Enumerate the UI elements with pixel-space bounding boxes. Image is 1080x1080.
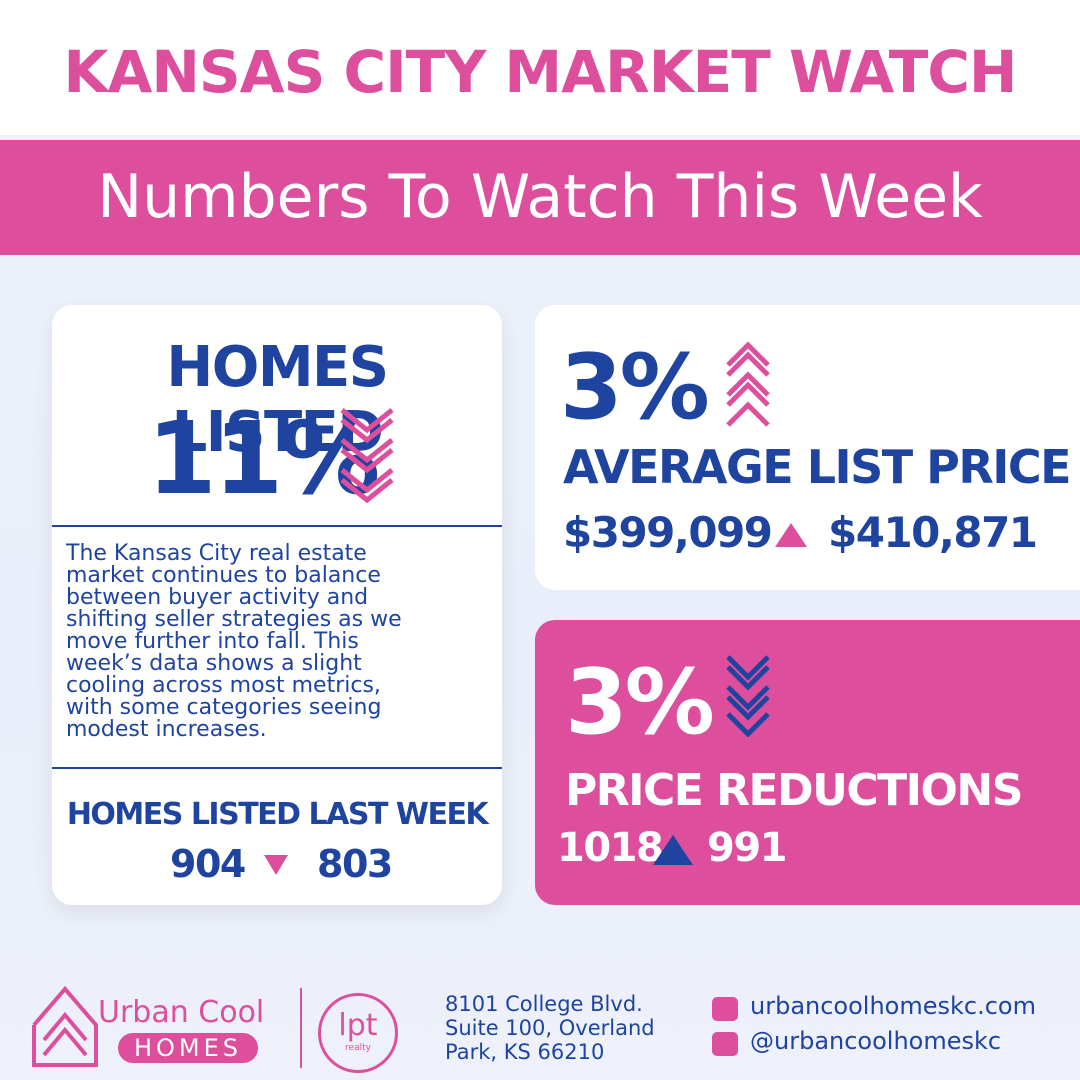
last-week-label: HOMES LISTED LAST WEEK <box>66 797 489 832</box>
subtitle: Numbers To Watch This Week <box>97 162 983 232</box>
label: AVERAGE LIST PRICE <box>563 440 1072 494</box>
title-band <box>0 0 1080 135</box>
current: 803 <box>317 842 393 886</box>
text-line: move further into fall. This <box>66 629 359 654</box>
text-line: modest increases. <box>66 717 267 742</box>
website: urbancoolhomeskc.com <box>750 992 1036 1020</box>
previous: 1018 <box>557 825 664 871</box>
paragraph: The Kansas City real estate market contin… <box>66 543 402 741</box>
address: 8101 College Blvd. Suite 100, Overland Par… <box>445 992 655 1064</box>
partner-logo: lpt realty <box>318 993 398 1073</box>
homes-listed-card: HOMES LISTED 11% The Kansas City real es… <box>52 305 502 905</box>
change: 3% <box>560 335 710 440</box>
brand-logo <box>32 985 98 1067</box>
divider <box>52 525 502 527</box>
brand-name: Urban Cool <box>98 995 265 1030</box>
web-icon <box>712 997 738 1021</box>
text-line: Park, KS 66210 <box>445 1040 605 1064</box>
social: @urbancoolhomeskc <box>750 1027 1002 1055</box>
up-chevrons <box>726 341 770 427</box>
text-line: shifting seller strategies as we <box>66 607 402 632</box>
text-line: between buyer activity and <box>66 585 369 610</box>
price-reductions-card: 3% PRICE REDUCTIONS 1018 991 <box>535 620 1080 905</box>
text-line: cooling across most metrics, <box>66 673 381 698</box>
down-chevrons <box>726 655 770 737</box>
down-triangle <box>264 855 288 875</box>
partner-sub: realty <box>345 1043 371 1053</box>
previous: 904 <box>170 842 246 886</box>
text-line: market continues to balance <box>66 563 381 588</box>
change: 3% <box>565 650 715 755</box>
title: KANSAS CITY MARKET WATCH <box>63 38 1018 106</box>
current: 991 <box>707 825 788 871</box>
change: 11% <box>147 400 380 517</box>
partner: lpt <box>338 1008 378 1043</box>
text-line: Suite 100, Overland <box>445 1016 655 1040</box>
list-price-card: 3% AVERAGE LIST PRICE $399,099 $410,871 <box>535 305 1080 590</box>
up-triangle <box>653 835 693 865</box>
label: PRICE REDUCTIONS <box>565 765 1023 816</box>
previous: $399,099 <box>563 508 773 557</box>
divider <box>52 767 502 769</box>
down-chevrons <box>340 408 394 504</box>
current: $410,871 <box>828 508 1038 557</box>
brand-sub: HOMES <box>118 1033 258 1063</box>
subtitle-band <box>0 140 1080 255</box>
text-line: week’s data shows a slight <box>66 651 362 676</box>
text-line: The Kansas City real estate <box>66 541 367 566</box>
text-line: 8101 College Blvd. <box>445 992 643 1016</box>
social-icon <box>712 1032 738 1056</box>
text-line: with some categories seeing <box>66 695 382 720</box>
up-triangle <box>775 523 807 547</box>
divider <box>300 988 302 1068</box>
